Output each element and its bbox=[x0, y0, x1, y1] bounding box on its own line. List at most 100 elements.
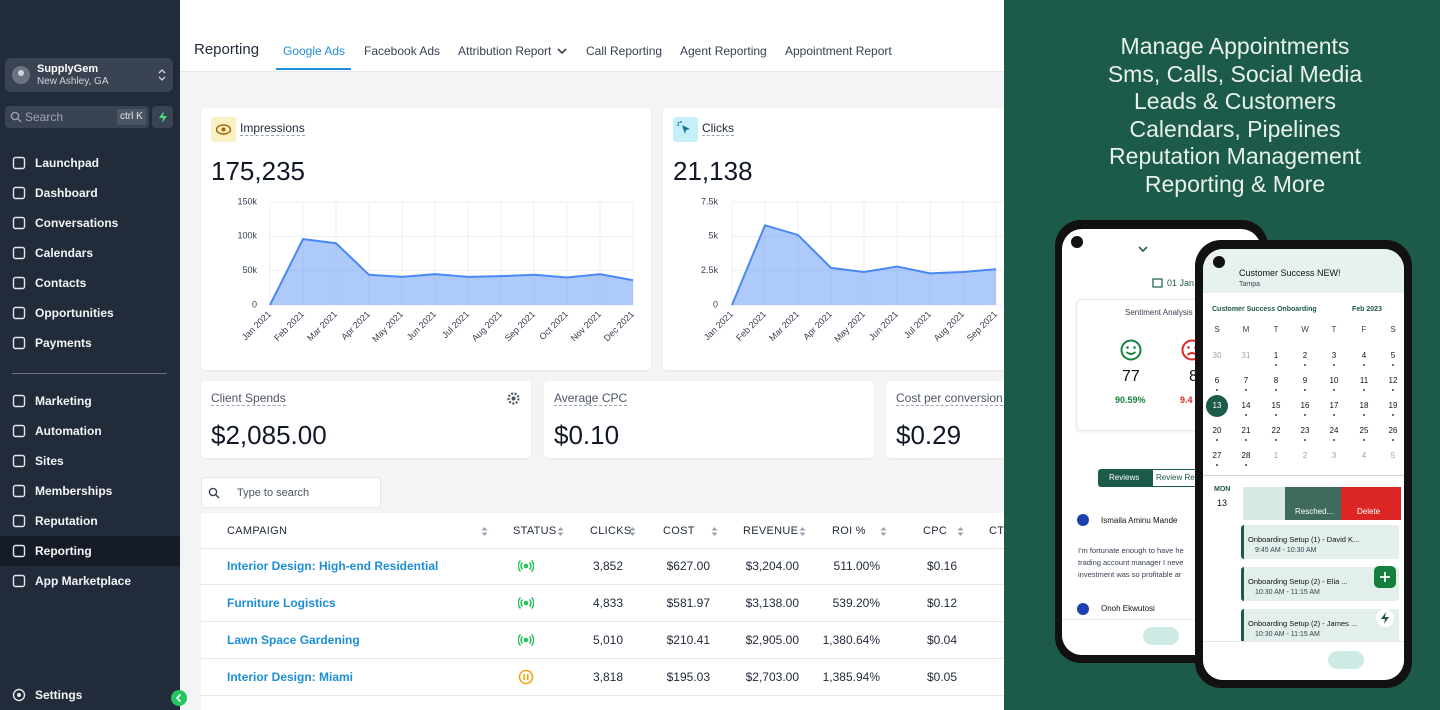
nav-item[interactable]: Contacts bbox=[35, 276, 87, 290]
nav-item[interactable]: Dashboard bbox=[35, 186, 98, 200]
column-header[interactable]: COST bbox=[663, 525, 695, 537]
status-icon bbox=[518, 559, 534, 573]
search-icon bbox=[10, 111, 22, 123]
tab[interactable]: Appointment Report bbox=[785, 44, 892, 58]
calendar-day: 5 bbox=[1390, 351, 1396, 360]
table-cell: $0.16 bbox=[926, 559, 957, 573]
campaign-link[interactable]: Interior Design: High-end Residential bbox=[227, 559, 439, 573]
table-cell: $195.03 bbox=[666, 670, 710, 684]
nav-item[interactable]: Automation bbox=[35, 424, 102, 438]
nav-item[interactable]: Reputation bbox=[35, 514, 98, 528]
nav-item[interactable]: Payments bbox=[35, 336, 92, 350]
calendar-day: 24 bbox=[1329, 426, 1339, 435]
x-tick-label: Jan 2021 bbox=[240, 309, 273, 342]
tab[interactable]: Facebook Ads bbox=[364, 44, 441, 58]
collapse-toggle bbox=[171, 690, 187, 706]
table-search[interactable] bbox=[201, 477, 381, 508]
search-shortcut: ctrl K bbox=[117, 109, 146, 125]
positive-pct: 90.59% bbox=[1115, 395, 1146, 405]
event-dot bbox=[1245, 439, 1247, 441]
nav-item[interactable]: Sites bbox=[35, 454, 64, 468]
nav-icon bbox=[12, 276, 26, 290]
weekday: W bbox=[1301, 325, 1309, 334]
x-tick-label: Feb 2021 bbox=[272, 309, 306, 343]
nav-item[interactable]: Launchpad bbox=[35, 156, 100, 170]
appointment-title: Onboarding Setup (1) - David K... bbox=[1248, 535, 1360, 544]
appointment-card bbox=[1241, 567, 1399, 601]
event-dot bbox=[1363, 364, 1365, 366]
selected-day bbox=[1206, 395, 1228, 417]
weekday: F bbox=[1361, 325, 1367, 334]
nav-item[interactable]: Conversations bbox=[35, 216, 119, 230]
weekday: S bbox=[1390, 325, 1396, 334]
metric-total: 21,138 bbox=[673, 156, 753, 186]
table-cell: 511.00% bbox=[833, 559, 880, 573]
campaign-link[interactable]: Interior Design: Miami bbox=[227, 670, 354, 684]
table-cell: $3,138.00 bbox=[745, 596, 799, 610]
tab[interactable]: Attribution Report bbox=[458, 44, 552, 58]
nav-item[interactable]: Memberships bbox=[35, 484, 113, 498]
weekday: M bbox=[1242, 325, 1250, 334]
column-header[interactable]: ROI % bbox=[832, 525, 866, 537]
campaign-link[interactable]: Furniture Logistics bbox=[227, 596, 336, 610]
column-header[interactable]: STATUS bbox=[513, 525, 557, 537]
campaign-link[interactable]: Lawn Space Gardening bbox=[227, 633, 360, 647]
positive-count: 77 bbox=[1122, 368, 1140, 385]
account-switcher[interactable] bbox=[5, 58, 173, 92]
nav-item[interactable]: Marketing bbox=[35, 394, 92, 408]
calendar-day: 10 bbox=[1329, 376, 1339, 385]
nav-icon bbox=[12, 514, 26, 528]
tab[interactable]: Agent Reporting bbox=[680, 44, 767, 58]
area bbox=[270, 239, 633, 305]
table-cell: 1,380.64% bbox=[822, 633, 880, 647]
nav-icon bbox=[12, 156, 26, 170]
x-tick-label: Dec 2021 bbox=[602, 309, 636, 343]
nav-divider bbox=[12, 373, 167, 374]
table-cell: 4,833 bbox=[592, 596, 623, 610]
delete-action bbox=[1341, 487, 1401, 520]
promo-line: Leads & Customers bbox=[1134, 88, 1336, 115]
column-header[interactable]: CPC bbox=[923, 525, 948, 537]
sidebar: SupplyGem New Ashley, GA Search ctrl K Launc… bbox=[0, 0, 180, 710]
calendar-day: 7 bbox=[1243, 376, 1249, 385]
row-border bbox=[201, 621, 1004, 622]
table-cell: 3,818 bbox=[592, 670, 623, 684]
x-tick-label: May 2021 bbox=[832, 309, 867, 344]
bottom-nav bbox=[1203, 641, 1404, 680]
promo-line: Reporting & More bbox=[1144, 171, 1326, 197]
event-dot bbox=[1304, 414, 1306, 416]
table-cell: $3,204.00 bbox=[745, 559, 799, 573]
bolt-button bbox=[1376, 609, 1394, 627]
settings-link[interactable]: Settings bbox=[35, 688, 83, 702]
nav-item[interactable]: App Marketplace bbox=[35, 574, 132, 588]
nav-item[interactable]: Reporting bbox=[35, 544, 92, 558]
negative-count: 8 bbox=[1189, 368, 1198, 385]
x-tick-label: Mar 2021 bbox=[767, 309, 801, 343]
column-header[interactable]: CLICKS bbox=[590, 525, 632, 537]
search-box[interactable] bbox=[5, 106, 149, 128]
tab[interactable]: Call Reporting bbox=[586, 44, 663, 58]
account-name: SupplyGem bbox=[37, 63, 99, 75]
x-tick-label: Jul 2021 bbox=[902, 309, 933, 340]
tab[interactable]: Google Ads bbox=[283, 44, 346, 58]
y-tick-label: 150k bbox=[237, 196, 257, 206]
sort-icon bbox=[629, 527, 636, 536]
nav-item[interactable]: Calendars bbox=[35, 246, 94, 260]
review-author: Ismaila Aminu Mande bbox=[1101, 516, 1178, 525]
sort-icon bbox=[880, 527, 887, 536]
switch-chevron bbox=[158, 69, 166, 81]
review-text: trading account manager I neve bbox=[1078, 558, 1184, 567]
sort-icon bbox=[557, 527, 564, 536]
calendar-icon bbox=[1152, 278, 1163, 288]
column-header[interactable]: CAMPAIGN bbox=[227, 525, 288, 537]
metric-icon bbox=[673, 117, 698, 142]
column-header[interactable]: REVENUE bbox=[743, 525, 799, 537]
review-text: investment was so profitable ar bbox=[1078, 570, 1182, 579]
calendar-subtitle: Tampa bbox=[1239, 281, 1261, 288]
nav-icon bbox=[12, 424, 26, 438]
nav-item[interactable]: Opportunities bbox=[35, 306, 114, 320]
page-title: Reporting bbox=[194, 41, 260, 58]
facebook-icon bbox=[1077, 514, 1089, 526]
calendar-day: 17 bbox=[1329, 401, 1339, 410]
event-dot bbox=[1333, 439, 1335, 441]
